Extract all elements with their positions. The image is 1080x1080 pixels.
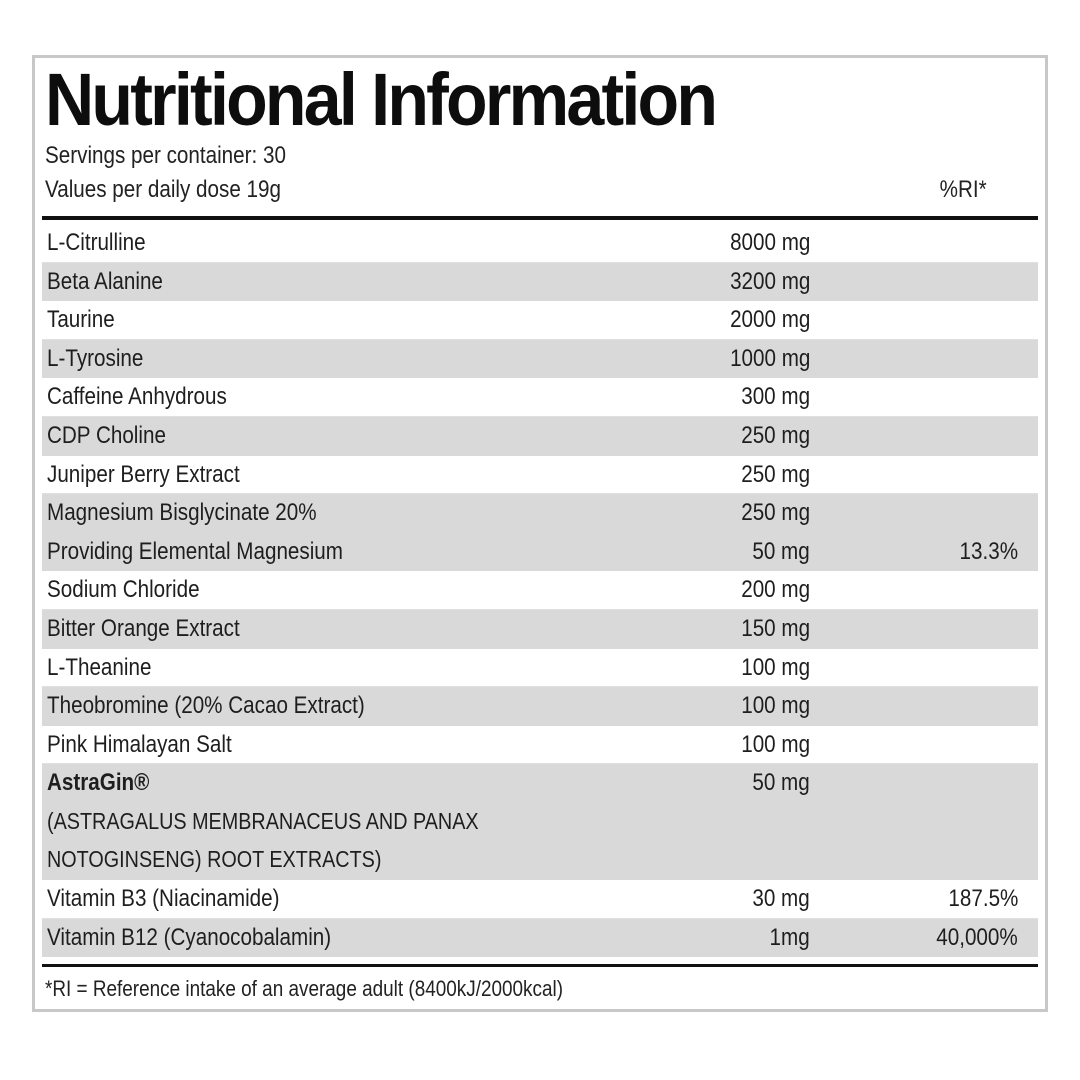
- nutrient-name: Vitamin B12 (Cyanocobalamin): [47, 923, 332, 951]
- nutrient-description: (ASTRAGALUS MEMBRANACEUS AND PANAX: [47, 808, 479, 835]
- nutrient-amount: 50 mg: [752, 769, 810, 797]
- ri-footnote: *RI = Reference intake of an average adu…: [45, 976, 564, 1001]
- table-row: Taurine 2000 mg: [42, 301, 1038, 340]
- table-row: Beta Alanine 3200 mg: [42, 262, 1038, 302]
- nutrient-amount: 100 mg: [741, 692, 810, 720]
- table-row: L-Tyrosine 1000 mg: [42, 339, 1038, 379]
- nutrient-name: Providing Elemental Magnesium: [47, 537, 343, 565]
- nutrient-amount: 250 mg: [741, 460, 810, 488]
- nutrient-amount: 300 mg: [741, 383, 810, 411]
- table-row: Bitter Orange Extract 150 mg: [42, 609, 1038, 649]
- table-row: Vitamin B3 (Niacinamide) 30 mg 187.5%: [42, 880, 1038, 919]
- nutrient-name: Vitamin B3 (Niacinamide): [47, 885, 280, 913]
- table-row: L-Citrulline 8000 mg: [42, 224, 1038, 263]
- nutrient-amount: 100 mg: [741, 730, 810, 758]
- nutrient-amount: 50 mg: [752, 537, 810, 565]
- nutrient-name: AstraGin®: [47, 769, 150, 797]
- nutrient-ri: 40,000%: [936, 923, 1018, 951]
- daily-dose: Values per daily dose 19g: [45, 176, 281, 203]
- nutrient-name: L-Citrulline: [47, 229, 146, 256]
- ri-column-header: %RI*: [939, 176, 987, 203]
- nutrient-name: Beta Alanine: [47, 267, 163, 295]
- nutrient-amount: 30 mg: [752, 885, 810, 913]
- nutrient-amount: 3200 mg: [729, 267, 810, 295]
- table-row: Juniper Berry Extract 250 mg: [42, 456, 1038, 495]
- servings-per-container: Servings per container: 30: [45, 142, 286, 169]
- nutrient-name: Caffeine Anhydrous: [47, 383, 227, 411]
- nutrient-amount: 8000 mg: [729, 229, 810, 256]
- table-row: CDP Choline 250 mg: [42, 416, 1038, 456]
- nutrient-amount: 150 mg: [741, 614, 810, 642]
- nutrient-description: NOTOGINSENG) ROOT EXTRACTS): [47, 846, 382, 873]
- nutrient-name: Magnesium Bisglycinate 20%: [47, 499, 317, 527]
- table-row: Sodium Chloride 200 mg: [42, 571, 1038, 610]
- nutrient-table: L-Citrulline 8000 mg Beta Alanine 3200 m…: [42, 224, 1038, 958]
- nutrient-name: Pink Himalayan Salt: [47, 730, 232, 758]
- nutrient-ri: 13.3%: [959, 537, 1018, 565]
- nutrient-name: Sodium Chloride: [47, 576, 200, 604]
- nutrient-name: L-Theanine: [47, 653, 152, 681]
- nutrition-panel: Nutritional Information Servings per con…: [32, 55, 1048, 1012]
- table-row: AstraGin® (ASTRAGALUS MEMBRANACEUS AND P…: [42, 764, 1038, 881]
- table-row: Magnesium Bisglycinate 20% 250 mg: [42, 494, 1038, 533]
- table-row: Pink Himalayan Salt 100 mg: [42, 726, 1038, 765]
- nutrient-name: CDP Choline: [47, 421, 166, 449]
- table-row: Providing Elemental Magnesium 50 mg 13.3…: [42, 532, 1038, 572]
- table-row: Vitamin B12 (Cyanocobalamin) 1mg 40,000%: [42, 918, 1038, 958]
- nutrient-ri: 187.5%: [947, 885, 1018, 913]
- footer-divider: [42, 964, 1038, 967]
- nutrient-name: Juniper Berry Extract: [47, 460, 240, 488]
- panel-title: Nutritional Information: [45, 58, 718, 141]
- nutrient-name: Theobromine (20% Cacao Extract): [47, 692, 365, 720]
- nutrient-name: Bitter Orange Extract: [47, 614, 240, 642]
- nutrient-amount: 200 mg: [741, 576, 810, 604]
- header-divider: [42, 216, 1038, 220]
- nutrient-amount: 2000 mg: [729, 306, 810, 334]
- nutrient-amount: 250 mg: [741, 499, 810, 527]
- table-row: Theobromine (20% Cacao Extract) 100 mg: [42, 687, 1038, 726]
- nutrient-amount: 1000 mg: [729, 344, 810, 372]
- nutrient-amount: 100 mg: [741, 653, 810, 681]
- nutrient-name: L-Tyrosine: [47, 344, 144, 372]
- nutrient-name: Taurine: [47, 306, 115, 334]
- table-row: L-Theanine 100 mg: [42, 649, 1038, 688]
- nutrient-amount: 1mg: [769, 923, 810, 951]
- table-row: Caffeine Anhydrous 300 mg: [42, 378, 1038, 417]
- nutrient-amount: 250 mg: [741, 421, 810, 449]
